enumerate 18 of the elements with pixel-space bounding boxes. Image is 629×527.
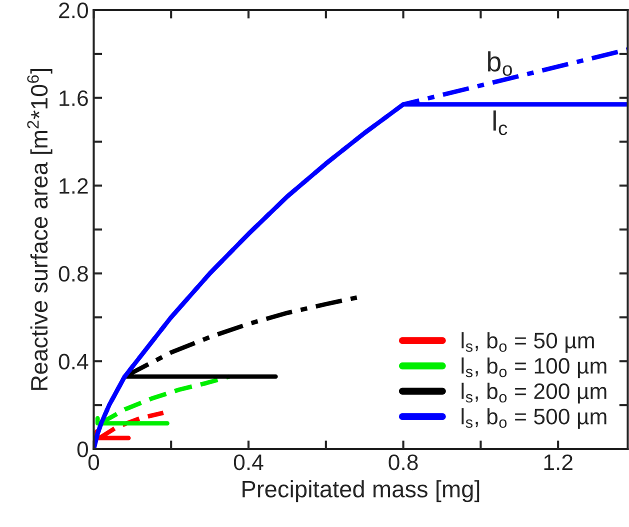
annotation: b$_{o}$ [488,51,512,76]
y-tick-label: 0 [77,442,88,458]
legend-label: l$_{s}$, b$_{o}$ = 50 µm [462,332,594,353]
x-tick-label: 1.2 [544,454,572,470]
x-axis-title: Precipitated mass [mg] [242,480,480,502]
legend-label: l$_{s}$, b$_{o}$ = 200 µm [462,382,606,404]
x-tick-label: 0.8 [388,454,418,470]
y-tick-label: 2.0 [59,2,88,18]
y-tick-label: 1.2 [60,178,88,194]
x-tick-label: 0.4 [234,454,264,470]
legend-label: l$_{s}$, b$_{o}$ = 500 µm [462,408,606,429]
y-tick-label: 0.8 [58,266,88,282]
legend-label: l$_{s}$, b$_{o}$ = 100 µm [462,357,606,378]
y-tick-label: 1.6 [60,90,88,106]
y-tick-label: 0.4 [58,354,88,370]
x-tick-label: 0 [88,454,100,470]
annotation: l$_{c}$ [493,110,508,136]
y-axis-title: Reactive surface area [m$^{2}$*10$^{6}$] [27,68,52,390]
